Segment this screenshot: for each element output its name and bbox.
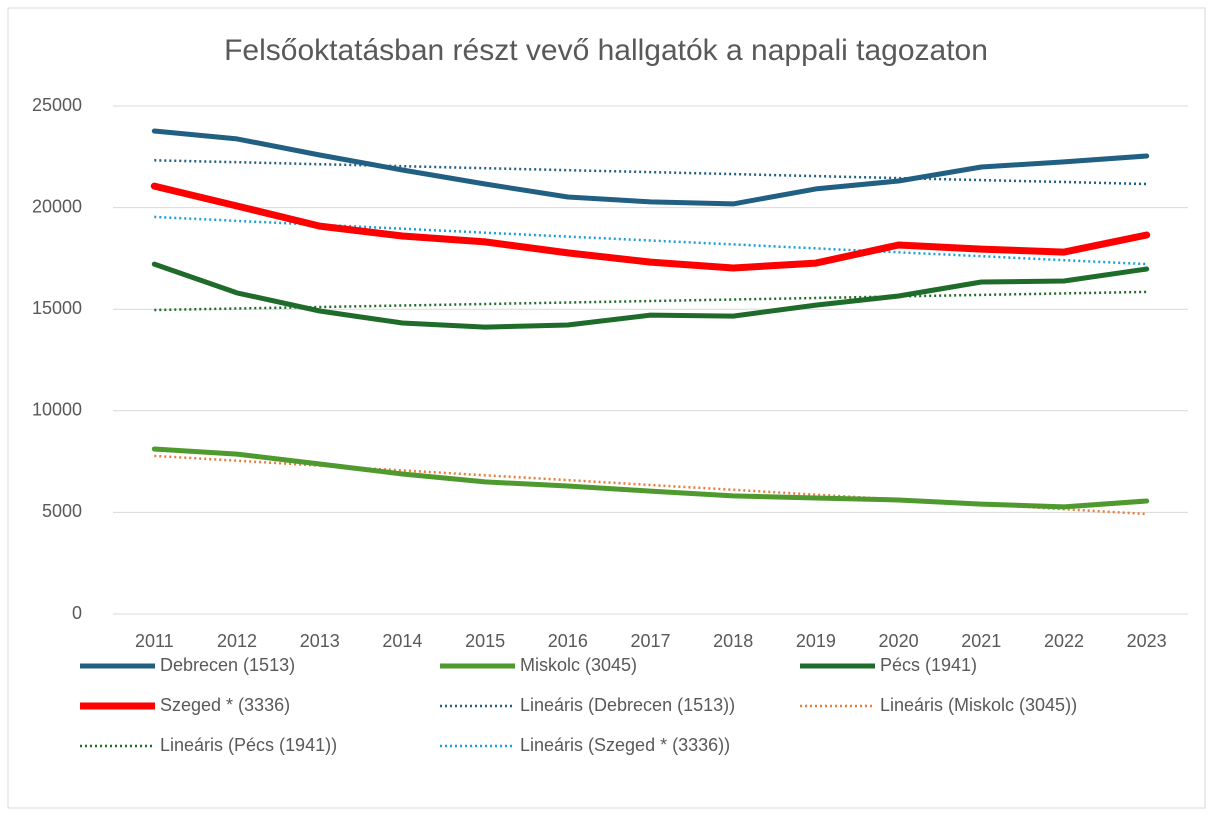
x-tick-label: 2020 xyxy=(879,631,919,651)
x-tick-label: 2014 xyxy=(382,631,422,651)
x-tick-label: 2017 xyxy=(630,631,670,651)
y-tick-label: 10000 xyxy=(32,400,82,420)
x-tick-label: 2022 xyxy=(1044,631,1084,651)
chart-border xyxy=(7,7,1206,809)
legend-label: Debrecen (1513) xyxy=(160,655,295,675)
series-line xyxy=(150,182,1151,272)
y-tick-label: 0 xyxy=(72,603,82,623)
x-tick-label: 2023 xyxy=(1127,631,1167,651)
series-line xyxy=(151,446,1150,510)
legend-label: Szeged * (3336) xyxy=(160,695,290,715)
series-line xyxy=(151,261,1150,330)
y-tick-label: 25000 xyxy=(32,95,82,115)
series-line xyxy=(154,290,1147,312)
legend-label: Miskolc (3045) xyxy=(520,655,637,675)
legend-label: Lineáris (Debrecen (1513)) xyxy=(520,695,735,715)
chart-title: Felsőoktatásban részt vevő hallgatók a n… xyxy=(224,34,988,67)
x-tick-label: 2019 xyxy=(796,631,836,651)
y-tick-label: 20000 xyxy=(32,196,82,216)
x-tick-label: 2018 xyxy=(713,631,753,651)
series-line xyxy=(151,128,1150,207)
x-tick-label: 2021 xyxy=(961,631,1001,651)
x-tick-label: 2016 xyxy=(548,631,588,651)
x-tick-label: 2015 xyxy=(465,631,505,651)
legend-label: Lineáris (Miskolc (3045)) xyxy=(880,695,1077,715)
y-tick-label: 15000 xyxy=(32,298,82,318)
x-tick-label: 2013 xyxy=(300,631,340,651)
legend-label: Lineáris (Szeged * (3336)) xyxy=(520,735,730,755)
x-tick-label: 2011 xyxy=(135,631,174,651)
legend-label: Lineáris (Pécs (1941)) xyxy=(160,735,337,755)
x-tick-label: 2012 xyxy=(217,631,257,651)
y-tick-label: 5000 xyxy=(42,501,82,521)
series-line xyxy=(154,159,1147,186)
legend-label: Pécs (1941) xyxy=(880,655,977,675)
